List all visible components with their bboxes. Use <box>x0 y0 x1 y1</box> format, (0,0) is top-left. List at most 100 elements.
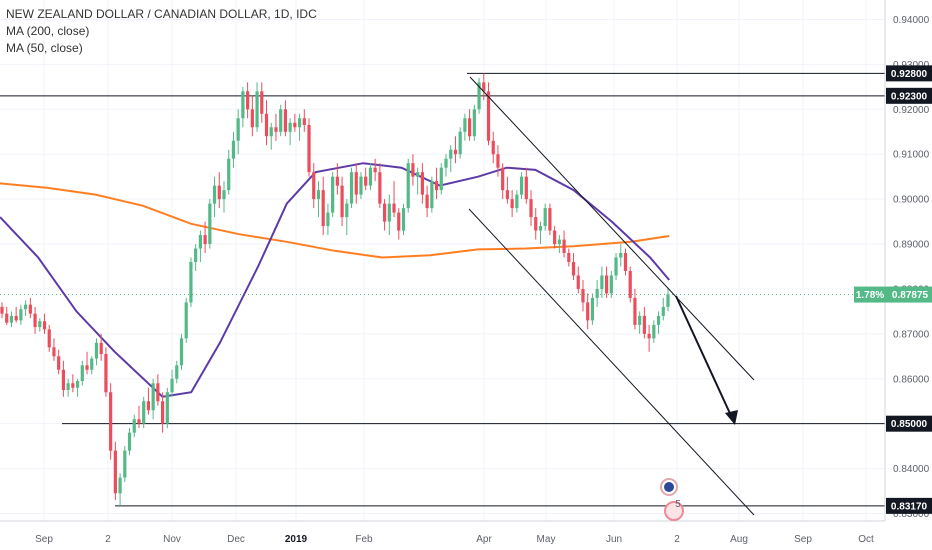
candle-body <box>505 190 510 200</box>
ma50-legend[interactable]: MA (50, close) <box>6 41 83 55</box>
candle-body <box>246 91 250 110</box>
candle <box>255 82 259 132</box>
candle <box>24 300 28 316</box>
candle <box>288 118 292 146</box>
event-marker-group <box>664 501 684 521</box>
candle <box>331 172 335 218</box>
candle-body <box>335 176 339 186</box>
candle-body <box>609 275 613 294</box>
candle <box>600 266 604 298</box>
candle <box>548 203 552 236</box>
y-tick-label: 0.87000 <box>893 329 930 340</box>
candle-body <box>567 253 571 262</box>
candle-body <box>444 158 448 168</box>
candle-body <box>236 118 240 141</box>
candle <box>279 104 283 137</box>
candle-body <box>416 172 420 177</box>
candle-body <box>137 419 141 424</box>
candle <box>61 360 66 397</box>
candle <box>340 176 344 227</box>
ma200-legend[interactable]: MA (200, close) <box>6 24 90 38</box>
candle-body <box>397 212 401 231</box>
candle-body <box>354 172 358 195</box>
candle-body <box>269 127 273 137</box>
candle <box>538 221 543 245</box>
candle-body <box>482 82 486 92</box>
y-tick-label: 0.86000 <box>893 374 930 385</box>
candle-body <box>359 176 363 195</box>
x-tick-label: Dec <box>227 534 245 545</box>
candle-body <box>123 450 127 478</box>
candle <box>557 235 561 254</box>
candle <box>260 82 264 123</box>
channel-lower-line <box>468 208 755 516</box>
candle-body <box>222 190 226 200</box>
candle <box>316 181 321 218</box>
candle <box>619 244 623 267</box>
candle <box>392 181 396 218</box>
candle <box>567 248 571 267</box>
candle <box>9 311 14 328</box>
candle-body <box>61 369 66 390</box>
candle-body <box>231 140 236 159</box>
candle <box>633 288 637 330</box>
candle-body <box>47 329 51 348</box>
candle-body <box>307 125 311 173</box>
event-marker-count: 5 <box>675 499 681 510</box>
candle-body <box>151 383 155 411</box>
candle <box>293 113 297 132</box>
candle <box>47 324 51 352</box>
candle-body <box>260 91 264 114</box>
candle <box>222 181 226 213</box>
y-tick-label: 0.89000 <box>893 240 930 251</box>
candle <box>326 203 330 236</box>
candle-body <box>642 315 646 334</box>
last-price-change: 1.78% <box>856 290 884 301</box>
candle-body <box>548 208 552 231</box>
candle-body <box>33 313 37 328</box>
candle <box>406 158 410 213</box>
candle-body <box>378 172 382 204</box>
candle <box>576 266 580 294</box>
candle <box>0 302 4 319</box>
candle <box>274 113 278 141</box>
candle <box>571 253 576 280</box>
candle <box>184 297 188 343</box>
candle-body <box>179 338 184 366</box>
candle <box>586 293 590 330</box>
candle-body <box>411 163 415 177</box>
x-tick-label: Apr <box>476 534 492 545</box>
symbol-title[interactable]: NEW ZEALAND DOLLAR / CANADIAN DOLLAR, 1D… <box>6 7 317 21</box>
candle <box>345 199 349 236</box>
candle <box>269 122 273 150</box>
candle-body <box>52 347 56 357</box>
candle <box>14 306 18 323</box>
candle-body <box>496 154 500 168</box>
candle-body <box>619 253 623 258</box>
candle <box>203 221 207 254</box>
x-tick-label: Oct <box>858 534 874 545</box>
candle-body <box>85 365 89 370</box>
time-axis: Sep 2 Nov Dec 2019 Feb Apr May Jun 2 Aug Sep Oct <box>0 520 885 545</box>
candle <box>590 293 595 325</box>
candle-body <box>321 190 325 227</box>
candle <box>364 167 368 191</box>
y-tick-label: 0.84000 <box>893 464 930 475</box>
candle <box>647 324 651 352</box>
candle-body <box>586 302 590 321</box>
level-tag <box>886 415 932 432</box>
candle-body <box>57 356 61 370</box>
candle <box>472 104 476 141</box>
candle <box>595 279 599 307</box>
level-tag <box>886 87 932 104</box>
candle <box>302 109 306 132</box>
candle <box>170 369 174 397</box>
candle-body <box>571 262 576 276</box>
candle-body <box>203 235 207 245</box>
candle-body <box>80 365 84 382</box>
candle <box>401 203 406 236</box>
candle-body <box>557 239 561 245</box>
candle <box>349 167 354 209</box>
